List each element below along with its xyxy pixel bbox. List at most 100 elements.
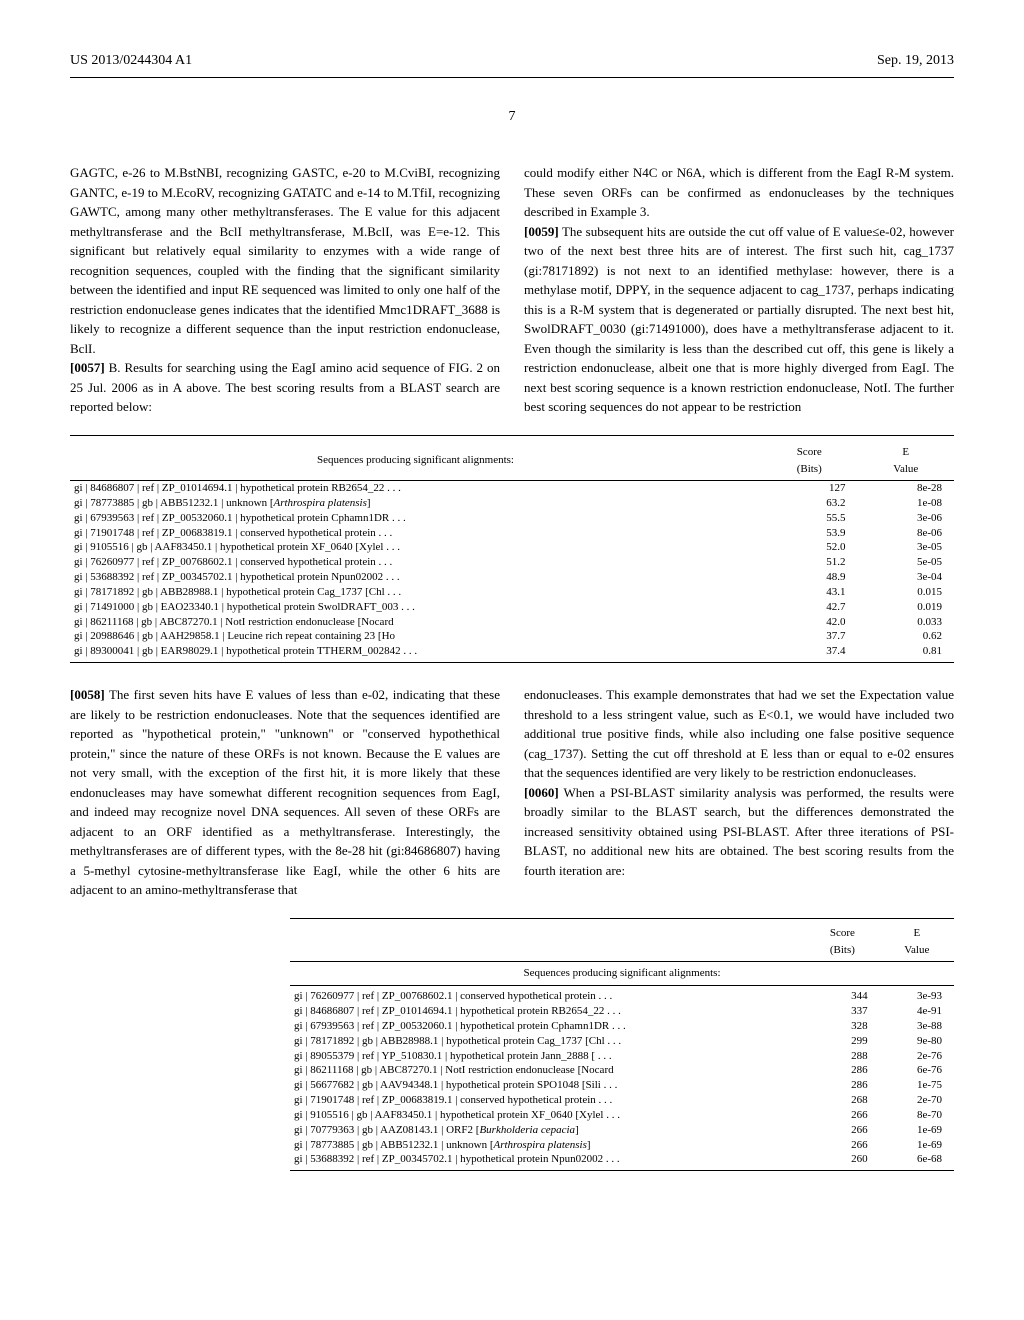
e-cell: 3e-93 [880, 989, 954, 1004]
score-cell: 55.5 [761, 511, 858, 526]
seq-cell: gi | 71901748 | ref | ZP_00683819.1 | co… [290, 1093, 805, 1108]
score-cell: 268 [805, 1093, 879, 1108]
publication-date: Sep. 19, 2013 [877, 50, 954, 71]
t2-header-seq: Sequences producing significant alignmen… [290, 962, 954, 985]
table-row: gi | 53688392 | ref | ZP_00345702.1 | hy… [290, 1152, 954, 1170]
score-cell: 286 [805, 1078, 879, 1093]
publication-number: US 2013/0244304 A1 [70, 50, 192, 71]
bottom-right-para-1: endonucleases. This example demonstrates… [524, 685, 954, 783]
e-cell: 1e-69 [880, 1123, 954, 1138]
seq-cell: gi | 89300041 | gb | EAR98029.1 | hypoth… [70, 644, 761, 662]
t1-header-seq: Sequences producing significant alignmen… [70, 441, 761, 481]
score-cell: 260 [805, 1152, 879, 1170]
table-row: gi | 71491000 | gb | EAO23340.1 | hypoth… [70, 600, 954, 615]
bottom-columns: [0058] The first seven hits have E value… [70, 685, 954, 900]
seq-cell: gi | 86211168 | gb | ABC87270.1 | NotI r… [290, 1063, 805, 1078]
seq-cell: gi | 20988646 | gb | AAH29858.1 | Leucin… [70, 629, 761, 644]
seq-cell: gi | 89055379 | ref | YP_510830.1 | hypo… [290, 1049, 805, 1064]
table-row: gi | 84686807 | ref | ZP_01014694.1 | hy… [70, 481, 954, 496]
score-cell: 43.1 [761, 585, 858, 600]
table-row: gi | 67939563 | ref | ZP_00532060.1 | hy… [290, 1019, 954, 1034]
seq-cell: gi | 84686807 | ref | ZP_01014694.1 | hy… [290, 1004, 805, 1019]
seq-cell: gi | 71901748 | ref | ZP_00683819.1 | co… [70, 526, 761, 541]
table-row: gi | 71901748 | ref | ZP_00683819.1 | co… [70, 526, 954, 541]
score-cell: 52.0 [761, 540, 858, 555]
e-cell: 4e-91 [880, 1004, 954, 1019]
table-row: gi | 70779363 | gb | AAZ08143.1 | ORF2 [… [290, 1123, 954, 1138]
e-cell: 8e-70 [880, 1108, 954, 1123]
table-row: gi | 78171892 | gb | ABB28988.1 | hypoth… [70, 585, 954, 600]
page-number: 7 [70, 106, 954, 127]
table-row: gi | 71901748 | ref | ZP_00683819.1 | co… [290, 1093, 954, 1108]
e-cell: 0.019 [857, 600, 954, 615]
table-row: gi | 84686807 | ref | ZP_01014694.1 | hy… [290, 1004, 954, 1019]
e-cell: 1e-08 [857, 496, 954, 511]
score-cell: 51.2 [761, 555, 858, 570]
t2-header-score: Score(Bits) [805, 922, 879, 962]
table-row: gi | 78171892 | gb | ABB28988.1 | hypoth… [290, 1034, 954, 1049]
table-row: gi | 86211168 | gb | ABC87270.1 | NotI r… [70, 615, 954, 630]
e-cell: 1e-69 [880, 1138, 954, 1153]
bottom-right-para-2-text: When a PSI-BLAST similarity analysis was… [524, 785, 954, 878]
score-cell: 288 [805, 1049, 879, 1064]
table-row: gi | 9105516 | gb | AAF83450.1 | hypothe… [290, 1108, 954, 1123]
score-cell: 286 [805, 1063, 879, 1078]
score-cell: 37.7 [761, 629, 858, 644]
score-cell: 42.7 [761, 600, 858, 615]
e-cell: 2e-70 [880, 1093, 954, 1108]
seq-cell: gi | 71491000 | gb | EAO23340.1 | hypoth… [70, 600, 761, 615]
seq-cell: gi | 76260977 | ref | ZP_00768602.1 | co… [290, 989, 805, 1004]
seq-cell: gi | 53688392 | ref | ZP_00345702.1 | hy… [70, 570, 761, 585]
score-cell: 266 [805, 1108, 879, 1123]
seq-cell: gi | 76260977 | ref | ZP_00768602.1 | co… [70, 555, 761, 570]
table-row: gi | 76260977 | ref | ZP_00768602.1 | co… [290, 989, 954, 1004]
table-row: gi | 20988646 | gb | AAH29858.1 | Leucin… [70, 629, 954, 644]
score-cell: 266 [805, 1138, 879, 1153]
seq-cell: gi | 9105516 | gb | AAF83450.1 | hypothe… [290, 1108, 805, 1123]
e-cell: 5e-05 [857, 555, 954, 570]
bottom-right-column: endonucleases. This example demonstrates… [524, 685, 954, 900]
bottom-left-text: The first seven hits have E values of le… [70, 687, 500, 897]
bottom-left-para: [0058] The first seven hits have E value… [70, 685, 500, 900]
right-para-2-text: The subsequent hits are outside the cut … [524, 224, 954, 415]
score-cell: 63.2 [761, 496, 858, 511]
seq-cell: gi | 9105516 | gb | AAF83450.1 | hypothe… [70, 540, 761, 555]
e-cell: 3e-05 [857, 540, 954, 555]
para-num-0059: [0059] [524, 224, 559, 239]
e-cell: 0.81 [857, 644, 954, 662]
t1-header-e: EValue [857, 441, 954, 481]
table-row: gi | 89055379 | ref | YP_510830.1 | hypo… [290, 1049, 954, 1064]
e-cell: 8e-06 [857, 526, 954, 541]
e-cell: 3e-88 [880, 1019, 954, 1034]
score-cell: 53.9 [761, 526, 858, 541]
e-cell: 3e-06 [857, 511, 954, 526]
e-cell: 0.033 [857, 615, 954, 630]
score-cell: 337 [805, 1004, 879, 1019]
seq-cell: gi | 67939563 | ref | ZP_00532060.1 | hy… [70, 511, 761, 526]
score-cell: 299 [805, 1034, 879, 1049]
left-para-1: GAGTC, e-26 to M.BstNBI, recognizing GAS… [70, 163, 500, 358]
score-cell: 127 [761, 481, 858, 496]
bottom-right-para-2: [0060] When a PSI-BLAST similarity analy… [524, 783, 954, 881]
e-cell: 9e-80 [880, 1034, 954, 1049]
table-row: gi | 67939563 | ref | ZP_00532060.1 | hy… [70, 511, 954, 526]
right-column: could modify either N4C or N6A, which is… [524, 163, 954, 417]
table-row: gi | 53688392 | ref | ZP_00345702.1 | hy… [70, 570, 954, 585]
seq-cell: gi | 78773885 | gb | ABB51232.1 | unknow… [290, 1138, 805, 1153]
para-num-0057: [0057] [70, 360, 105, 375]
blast-table-1: Sequences producing significant alignmen… [70, 435, 954, 664]
para-num-0058: [0058] [70, 687, 105, 702]
table-row: gi | 78773885 | gb | ABB51232.1 | unknow… [70, 496, 954, 511]
t1-header-score: Score(Bits) [761, 441, 858, 481]
right-para-1: could modify either N4C or N6A, which is… [524, 163, 954, 222]
seq-cell: gi | 86211168 | gb | ABC87270.1 | NotI r… [70, 615, 761, 630]
left-column: GAGTC, e-26 to M.BstNBI, recognizing GAS… [70, 163, 500, 417]
e-cell: 8e-28 [857, 481, 954, 496]
table-row: gi | 56677682 | gb | AAV94348.1 | hypoth… [290, 1078, 954, 1093]
e-cell: 2e-76 [880, 1049, 954, 1064]
right-para-2: [0059] The subsequent hits are outside t… [524, 222, 954, 417]
seq-cell: gi | 78171892 | gb | ABB28988.1 | hypoth… [70, 585, 761, 600]
table-row: gi | 78773885 | gb | ABB51232.1 | unknow… [290, 1138, 954, 1153]
psi-blast-table-2: Score(Bits) EValue Sequences producing s… [290, 918, 954, 1172]
seq-cell: gi | 56677682 | gb | AAV94348.1 | hypoth… [290, 1078, 805, 1093]
